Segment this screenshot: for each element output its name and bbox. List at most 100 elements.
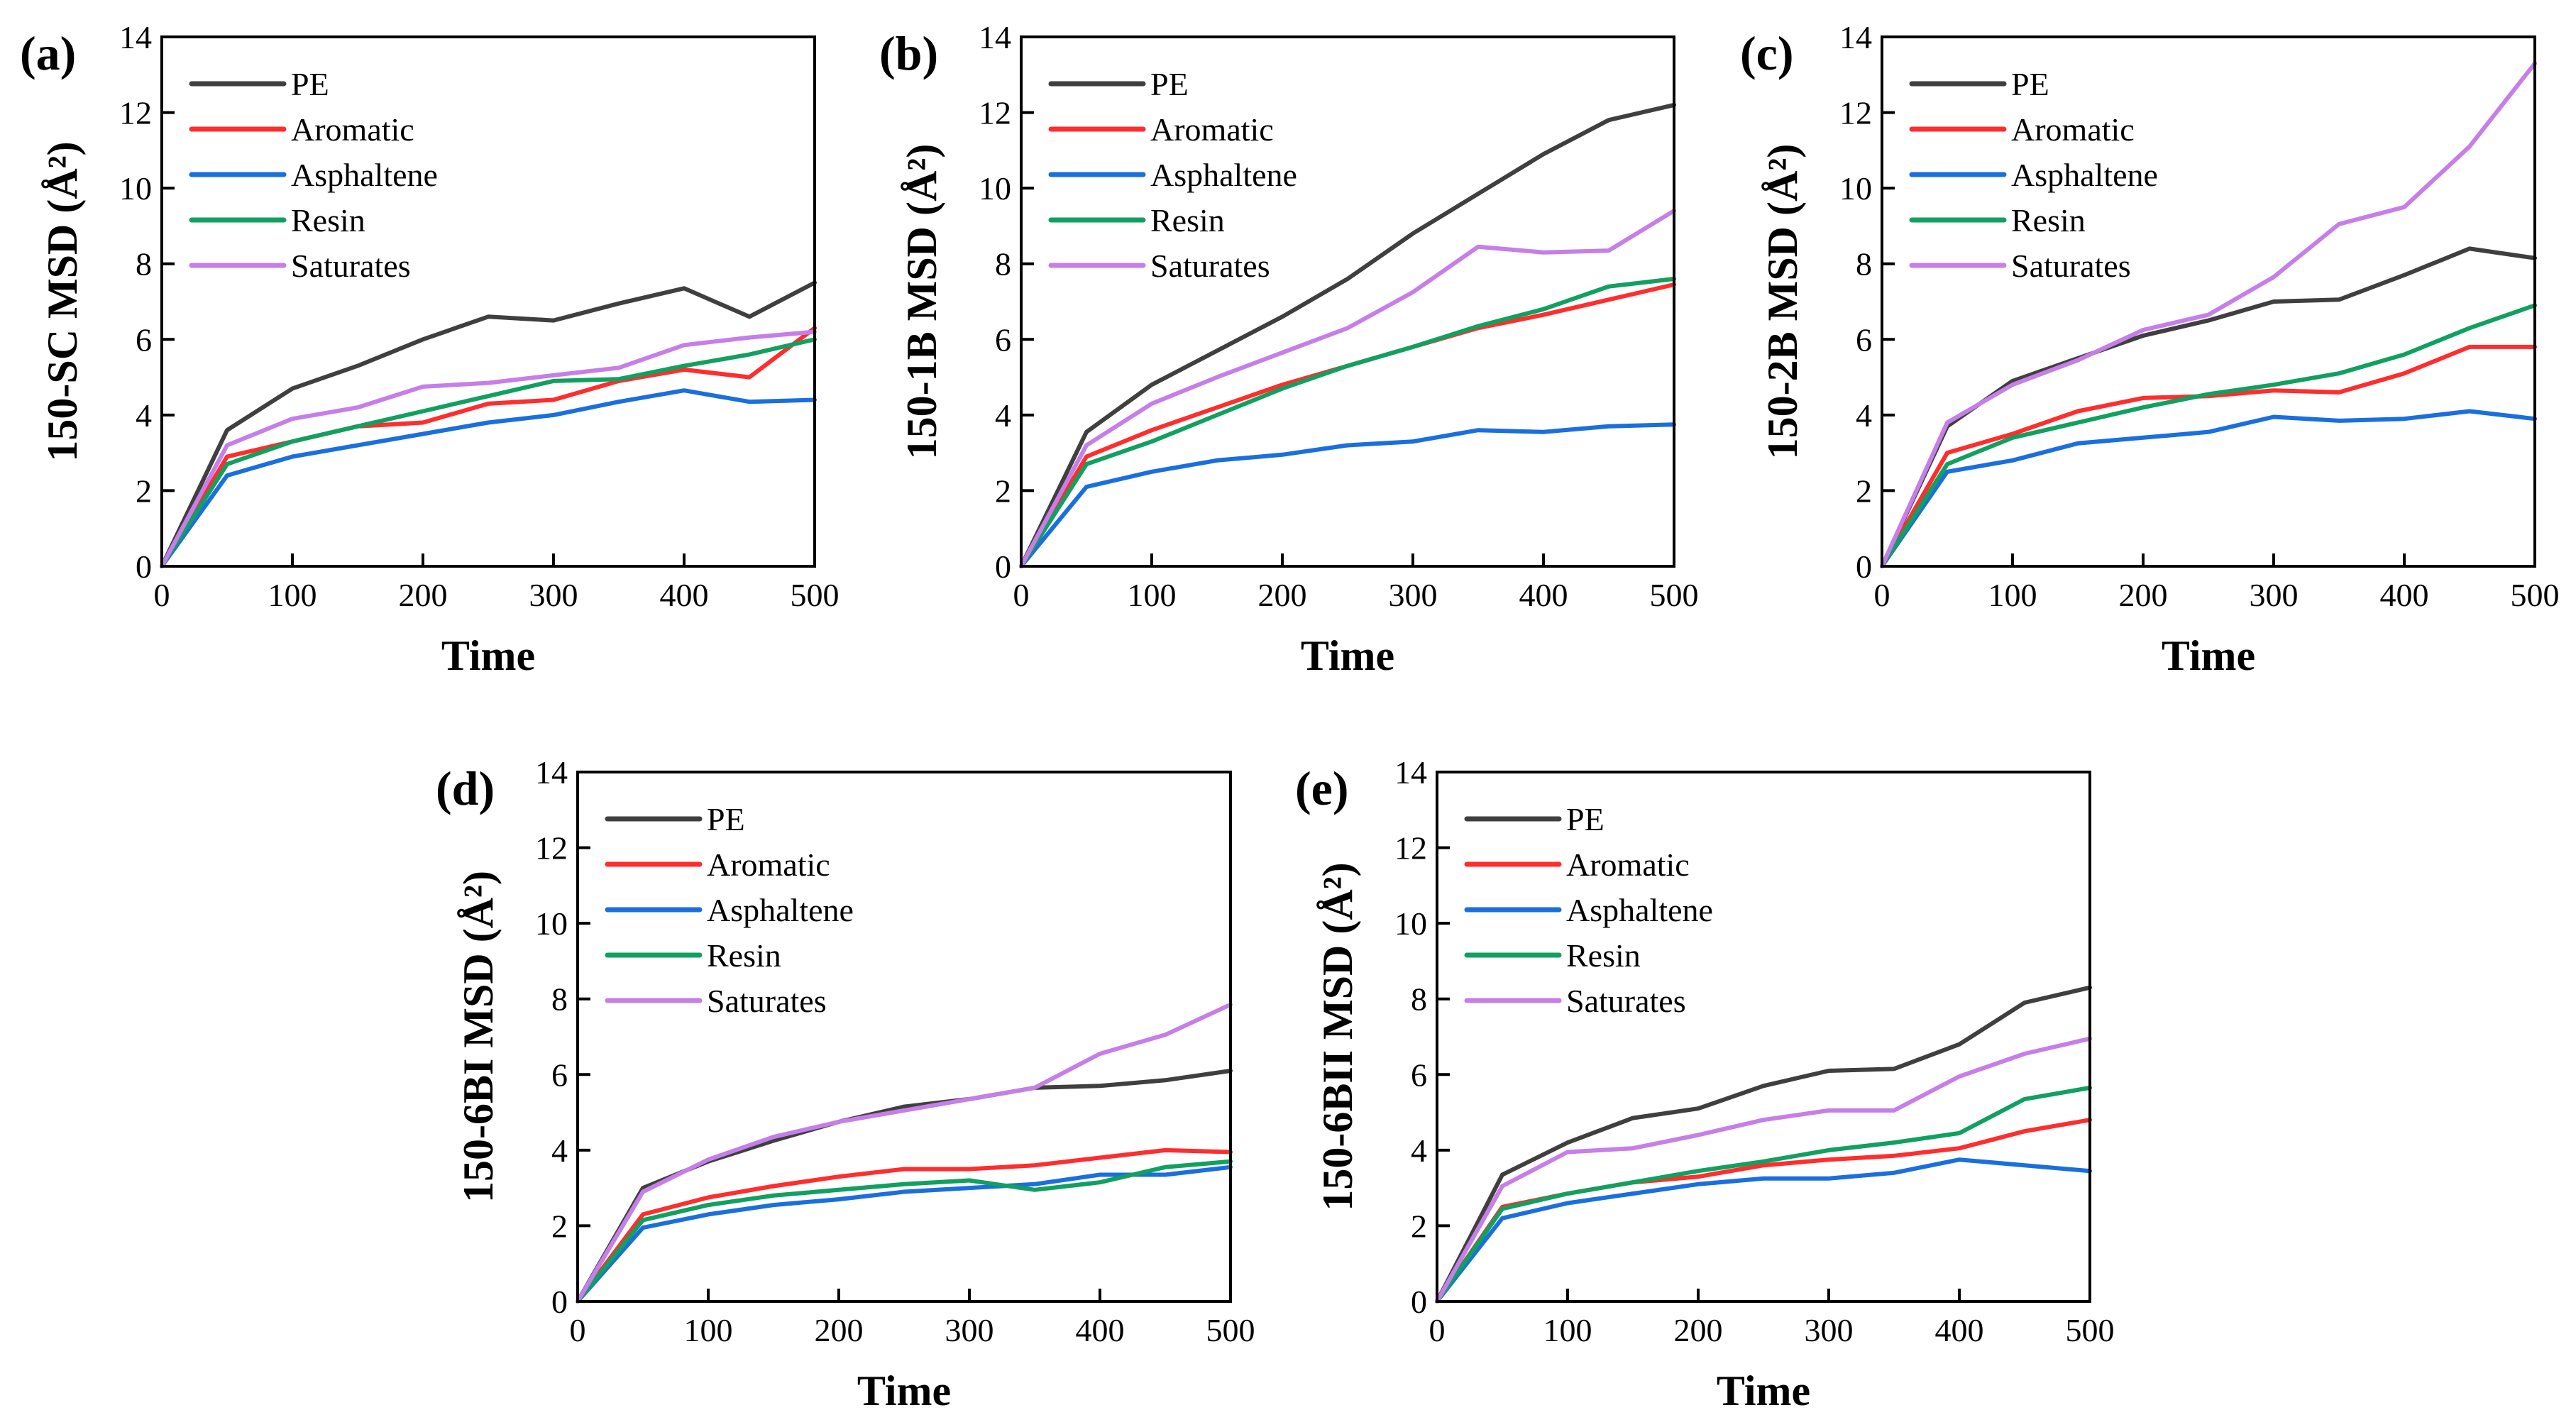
y-tick-label: 12 xyxy=(119,95,152,131)
x-tick-label: 0 xyxy=(1013,577,1030,613)
y-tick-label: 0 xyxy=(995,549,1011,585)
series-line-saturates xyxy=(1880,61,2537,568)
panel-label: (a) xyxy=(20,26,76,80)
series-line-saturates xyxy=(160,329,817,568)
chart-panel-c: 0 100 200 300 400 500 0 2 4 6 8 10 12 14 Time 150-2B MS… xyxy=(1740,19,2560,679)
legend-label-asphaltene: Asphaltene xyxy=(1566,892,1713,928)
x-axis-title: Time xyxy=(1301,632,1394,679)
x-tick-label: 200 xyxy=(1674,1312,1723,1348)
x-tick-label: 300 xyxy=(945,1312,994,1348)
y-tick-label: 8 xyxy=(551,981,568,1018)
series-line-resin xyxy=(1880,303,2537,568)
x-tick-label: 300 xyxy=(1389,577,1438,613)
series-line-aromatic xyxy=(160,326,817,568)
y-tick-label: 6 xyxy=(1856,321,1872,358)
x-tick-label: 500 xyxy=(2511,577,2560,613)
y-axis-title: 150-6BI MSD (Å²) xyxy=(455,871,502,1203)
y-tick-label: 12 xyxy=(979,95,1011,131)
x-tick-label: 100 xyxy=(1128,577,1177,613)
x-tick-label: 300 xyxy=(2250,577,2299,613)
y-tick-label: 2 xyxy=(1411,1208,1427,1244)
x-tick-label: 300 xyxy=(529,577,578,613)
y-tick-label: 8 xyxy=(1411,981,1427,1018)
legend: PE Aromatic Asphaltene Resin Saturates xyxy=(1909,66,2158,284)
panel-label: (d) xyxy=(436,761,495,815)
series-line-resin xyxy=(160,337,817,568)
x-tick-label: 200 xyxy=(815,1312,864,1348)
legend: PE Aromatic Asphaltene Resin Saturates xyxy=(605,801,854,1019)
legend-label-pe: PE xyxy=(291,66,329,102)
y-tick-label: 4 xyxy=(551,1133,568,1169)
plot-frame xyxy=(160,35,816,568)
x-axis-title: Time xyxy=(441,632,535,679)
x-tick-label: 400 xyxy=(1519,577,1568,613)
legend-label-asphaltene: Asphaltene xyxy=(707,892,854,928)
x-tick-label: 400 xyxy=(1076,1312,1125,1348)
legend-label-asphaltene: Asphaltene xyxy=(1150,157,1297,193)
y-tick-label: 2 xyxy=(1856,473,1872,509)
plot-frame xyxy=(1020,35,1675,568)
series-line-asphaltene xyxy=(1880,409,2537,568)
y-tick-label: 12 xyxy=(1394,830,1427,866)
series-line-pe xyxy=(1880,246,2537,568)
legend-label-saturates: Saturates xyxy=(2011,248,2131,284)
chart-panel-d: 0 100 200 300 400 500 0 2 4 6 8 10 12 14 Time 150-6BI M… xyxy=(436,754,1255,1414)
x-tick-label: 500 xyxy=(791,577,840,613)
x-tick-label: 100 xyxy=(684,1312,733,1348)
y-axis-title: 150-1B MSD (Å²) xyxy=(898,144,945,460)
series-line-pe xyxy=(1435,985,2092,1304)
x-tick-label: 100 xyxy=(1543,1312,1592,1348)
legend-label-saturates: Saturates xyxy=(707,983,827,1019)
y-tick-label: 2 xyxy=(551,1208,568,1244)
y-tick-label: 0 xyxy=(551,1284,568,1320)
legend-label-aromatic: Aromatic xyxy=(1566,847,1690,883)
x-tick-label: 400 xyxy=(1935,1312,1984,1348)
legend: PE Aromatic Asphaltene Resin Saturates xyxy=(189,66,438,284)
series-line-pe xyxy=(1019,102,1676,568)
y-tick-label: 14 xyxy=(119,19,152,55)
x-axis-title: Time xyxy=(857,1367,951,1414)
y-tick-label: 12 xyxy=(535,830,568,866)
legend-label-saturates: Saturates xyxy=(1566,983,1686,1019)
panel-label: (c) xyxy=(1740,26,1793,80)
series-line-saturates xyxy=(576,1002,1233,1304)
y-tick-label: 0 xyxy=(1856,549,1872,585)
plot-frame xyxy=(576,771,1232,1303)
series-line-asphaltene xyxy=(160,388,817,568)
legend-label-resin: Resin xyxy=(291,202,365,238)
legend-label-saturates: Saturates xyxy=(291,248,411,284)
x-tick-label: 100 xyxy=(268,577,317,613)
legend-label-aromatic: Aromatic xyxy=(707,847,830,883)
x-tick-label: 200 xyxy=(1258,577,1307,613)
y-tick-label: 14 xyxy=(535,754,568,790)
y-tick-label: 4 xyxy=(1856,397,1872,434)
y-tick-label: 12 xyxy=(1839,95,1872,131)
chart-panel-a: 0 100 200 300 400 500 0 2 4 6 8 10 12 14 Time 150-SC MS… xyxy=(20,19,840,679)
legend-label-aromatic: Aromatic xyxy=(1150,111,1274,148)
x-tick-label: 200 xyxy=(2119,577,2168,613)
y-tick-label: 0 xyxy=(1411,1284,1427,1320)
y-tick-label: 4 xyxy=(995,397,1011,434)
series-line-saturates xyxy=(1019,209,1676,568)
panel-label: (e) xyxy=(1295,761,1348,815)
y-tick-label: 8 xyxy=(136,246,152,282)
y-tick-label: 8 xyxy=(995,246,1011,282)
y-tick-label: 10 xyxy=(119,170,152,206)
legend-label-resin: Resin xyxy=(707,937,781,974)
y-tick-label: 14 xyxy=(1394,754,1427,790)
legend-label-pe: PE xyxy=(707,801,745,837)
y-tick-label: 6 xyxy=(136,321,152,358)
y-tick-label: 10 xyxy=(979,170,1011,206)
x-axis-title: Time xyxy=(1717,1367,1810,1414)
y-axis-title: 150-6BII MSD (Å²) xyxy=(1314,862,1361,1211)
y-tick-label: 10 xyxy=(1839,170,1872,206)
x-tick-label: 0 xyxy=(1429,1312,1446,1348)
x-tick-label: 0 xyxy=(154,577,170,613)
series-line-saturates xyxy=(1435,1036,2092,1304)
x-tick-label: 300 xyxy=(1805,1312,1854,1348)
x-tick-label: 500 xyxy=(1206,1312,1255,1348)
series-line-asphaltene xyxy=(1435,1157,2092,1304)
legend: PE Aromatic Asphaltene Resin Saturates xyxy=(1048,66,1297,284)
y-tick-label: 14 xyxy=(979,19,1011,55)
legend-label-asphaltene: Asphaltene xyxy=(291,157,438,193)
